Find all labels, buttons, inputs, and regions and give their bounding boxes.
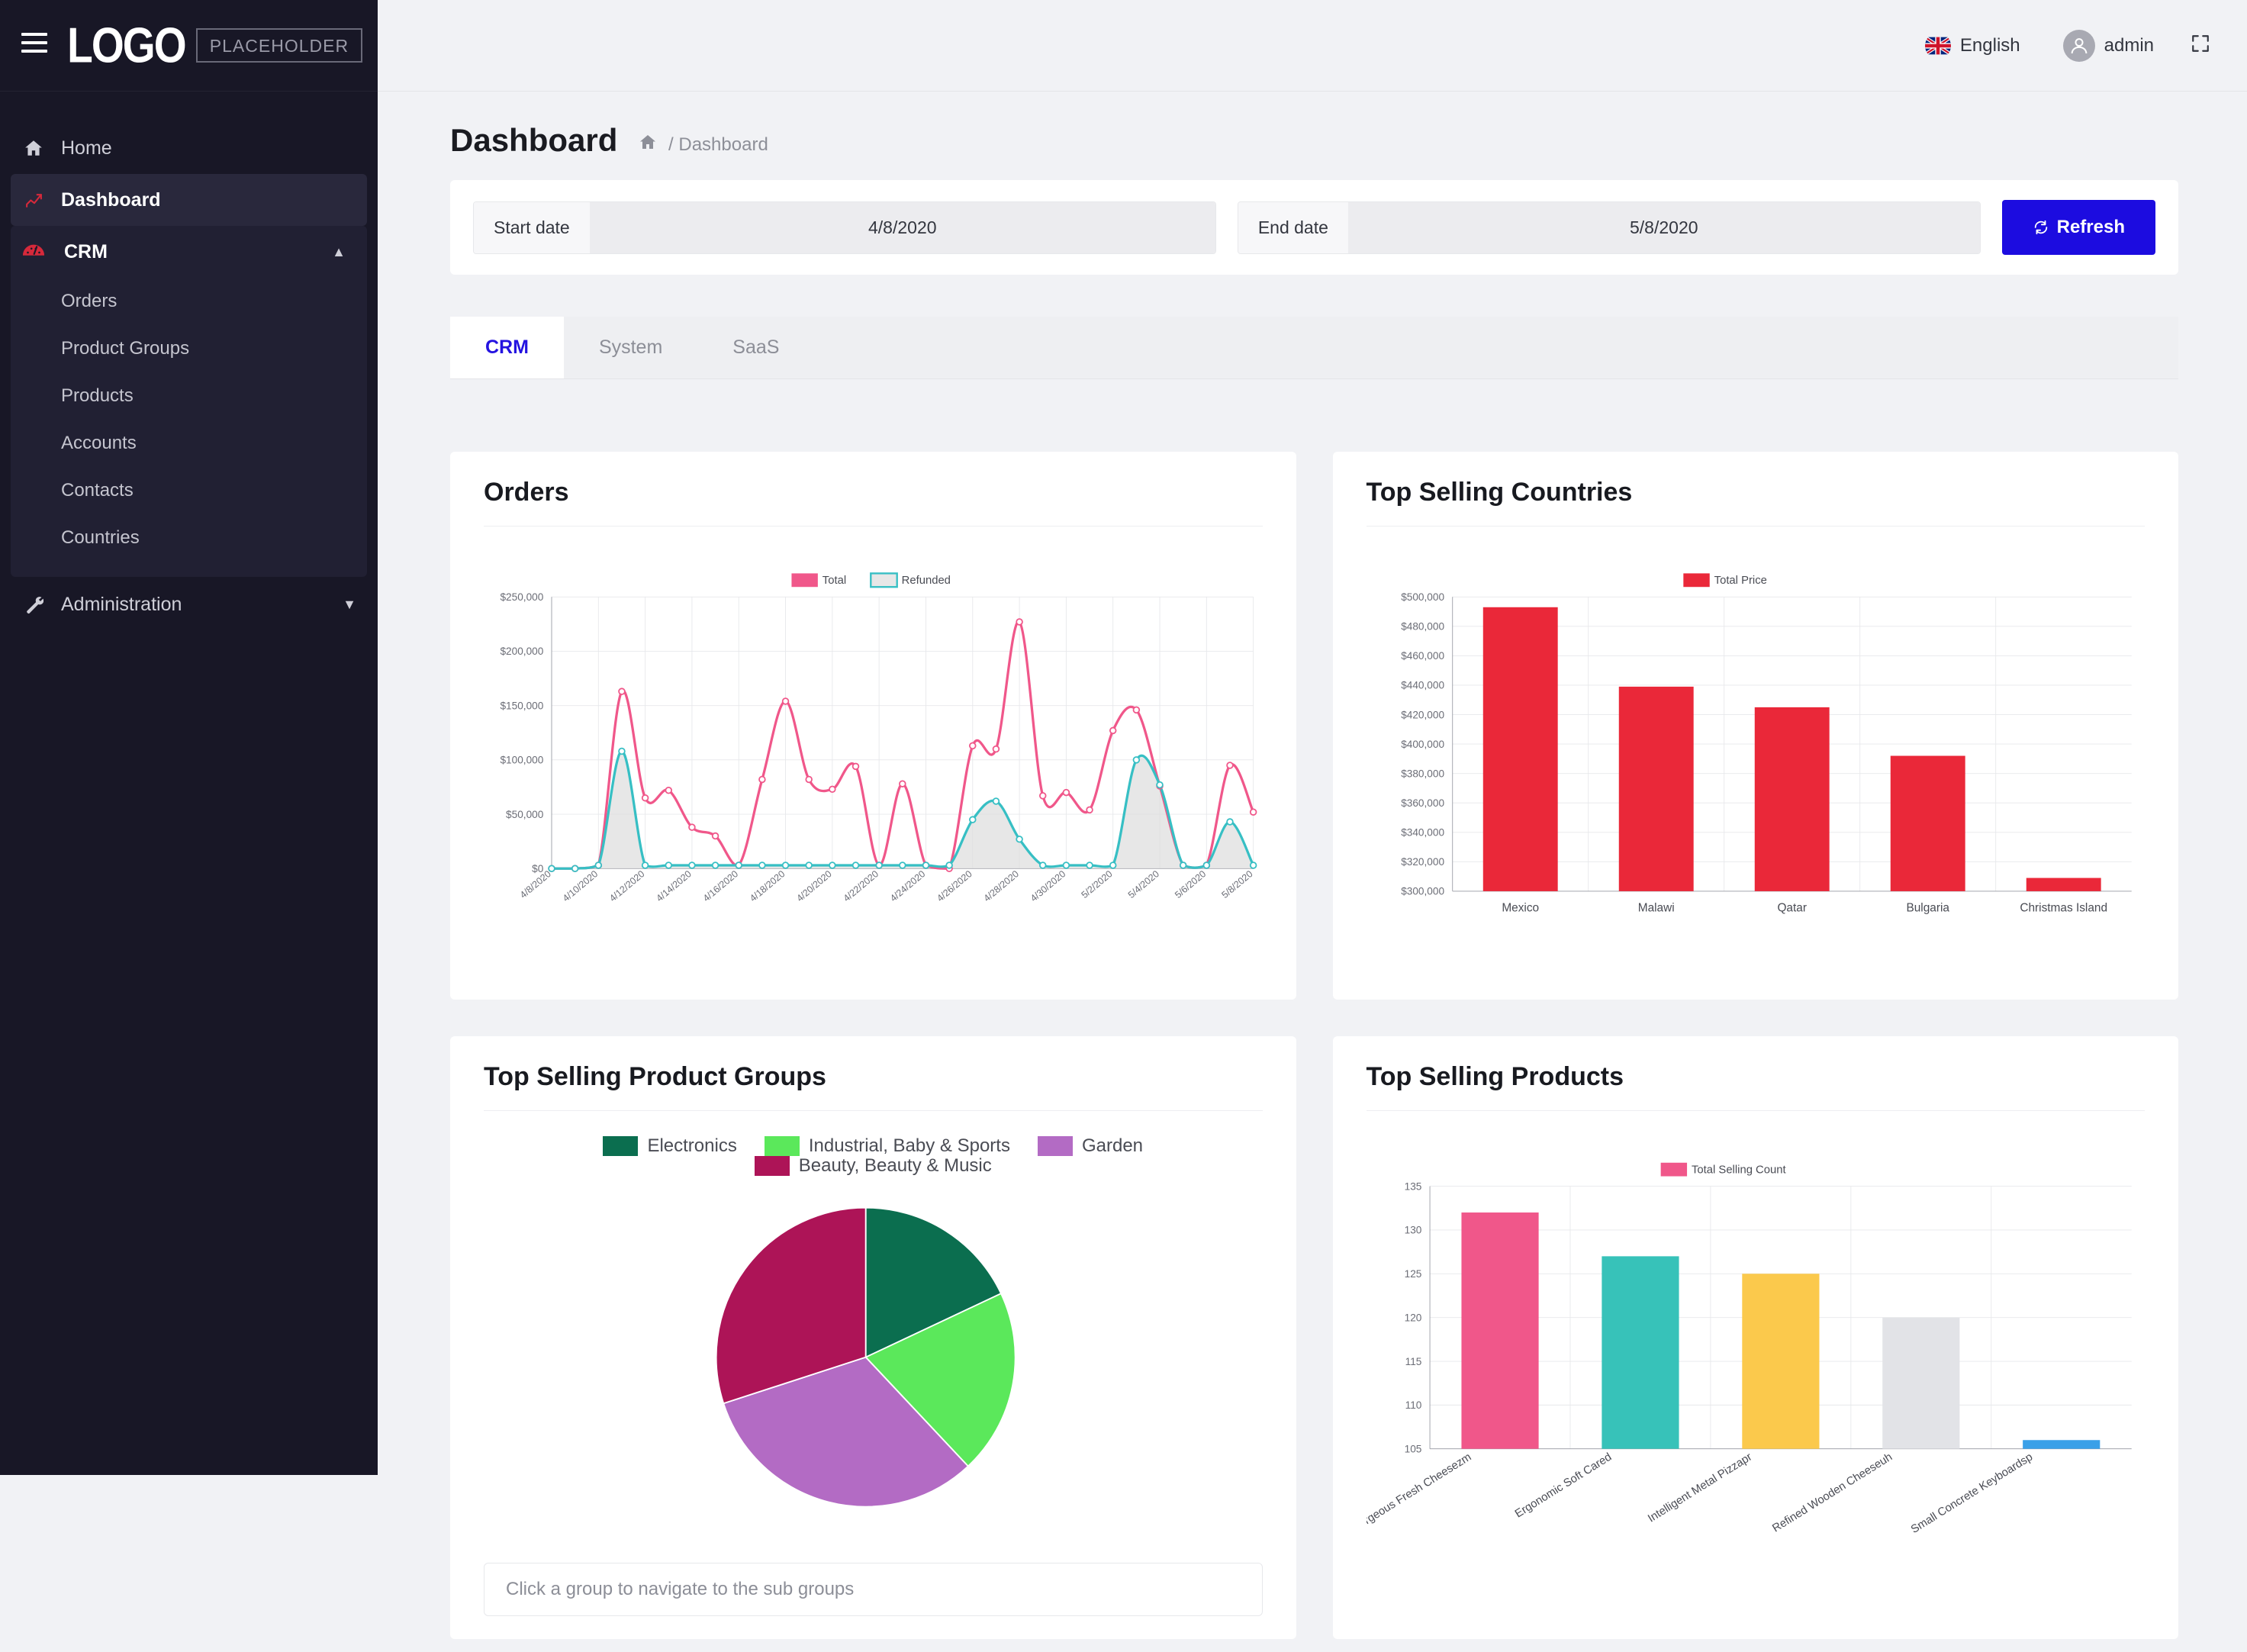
- svg-text:$340,000: $340,000: [1401, 827, 1444, 839]
- svg-text:Christmas Island: Christmas Island: [2020, 902, 2107, 915]
- svg-text:$250,000: $250,000: [500, 591, 543, 603]
- svg-text:110: 110: [1405, 1399, 1421, 1411]
- svg-text:4/10/2020: 4/10/2020: [561, 868, 600, 903]
- svg-text:5/4/2020: 5/4/2020: [1126, 868, 1161, 900]
- svg-text:5/6/2020: 5/6/2020: [1173, 868, 1208, 900]
- svg-text:$300,000: $300,000: [1401, 886, 1444, 897]
- svg-text:$440,000: $440,000: [1401, 680, 1444, 691]
- svg-text:4/22/2020: 4/22/2020: [842, 868, 880, 903]
- svg-text:Mexico: Mexico: [1502, 902, 1539, 915]
- svg-text:4/18/2020: 4/18/2020: [748, 868, 787, 903]
- svg-text:105: 105: [1404, 1443, 1421, 1454]
- svg-text:$500,000: $500,000: [1401, 591, 1444, 603]
- svg-text:$380,000: $380,000: [1401, 768, 1444, 779]
- svg-text:4/30/2020: 4/30/2020: [1029, 868, 1067, 903]
- svg-text:4/28/2020: 4/28/2020: [982, 868, 1021, 903]
- svg-text:Total Selling Count: Total Selling Count: [1691, 1164, 1786, 1176]
- svg-text:115: 115: [1405, 1356, 1421, 1367]
- svg-text:Gorgeous Fresh Cheesezm: Gorgeous Fresh Cheesezm: [1367, 1451, 1473, 1535]
- svg-text:Intelligent Metal Pizzapr: Intelligent Metal Pizzapr: [1646, 1451, 1754, 1525]
- svg-text:4/12/2020: 4/12/2020: [607, 868, 646, 903]
- svg-text:125: 125: [1404, 1268, 1421, 1280]
- svg-text:Total Price: Total Price: [1714, 575, 1766, 587]
- svg-text:130: 130: [1404, 1225, 1421, 1236]
- svg-text:$200,000: $200,000: [500, 646, 543, 657]
- svg-text:$50,000: $50,000: [506, 809, 544, 820]
- svg-text:4/24/2020: 4/24/2020: [888, 868, 927, 903]
- svg-text:Malawi: Malawi: [1637, 902, 1674, 915]
- svg-text:Refunded: Refunded: [902, 575, 951, 587]
- svg-text:5/8/2020: 5/8/2020: [1219, 868, 1254, 900]
- svg-text:Small Concrete Keyboardsp: Small Concrete Keyboardsp: [1909, 1451, 2035, 1536]
- svg-text:$400,000: $400,000: [1401, 739, 1444, 750]
- svg-text:Refined Wooden Cheeseuh: Refined Wooden Cheeseuh: [1770, 1451, 1894, 1535]
- svg-text:Ergonomic Soft Cared: Ergonomic Soft Cared: [1513, 1451, 1614, 1521]
- svg-text:Total: Total: [823, 575, 846, 587]
- svg-text:$460,000: $460,000: [1401, 650, 1444, 662]
- svg-text:$360,000: $360,000: [1401, 797, 1444, 809]
- svg-text:4/26/2020: 4/26/2020: [935, 868, 974, 903]
- svg-text:4/16/2020: 4/16/2020: [701, 868, 740, 903]
- svg-text:$100,000: $100,000: [500, 755, 543, 766]
- svg-text:4/14/2020: 4/14/2020: [654, 868, 693, 903]
- svg-text:120: 120: [1404, 1312, 1421, 1323]
- svg-text:$150,000: $150,000: [500, 700, 543, 711]
- svg-text:$420,000: $420,000: [1401, 709, 1444, 720]
- svg-text:Bulgaria: Bulgaria: [1906, 902, 1949, 915]
- svg-text:5/2/2020: 5/2/2020: [1080, 868, 1115, 900]
- svg-text:4/20/2020: 4/20/2020: [794, 868, 833, 903]
- svg-text:$320,000: $320,000: [1401, 856, 1444, 868]
- svg-text:135: 135: [1404, 1180, 1421, 1192]
- svg-text:$480,000: $480,000: [1401, 621, 1444, 633]
- svg-text:Qatar: Qatar: [1777, 902, 1807, 915]
